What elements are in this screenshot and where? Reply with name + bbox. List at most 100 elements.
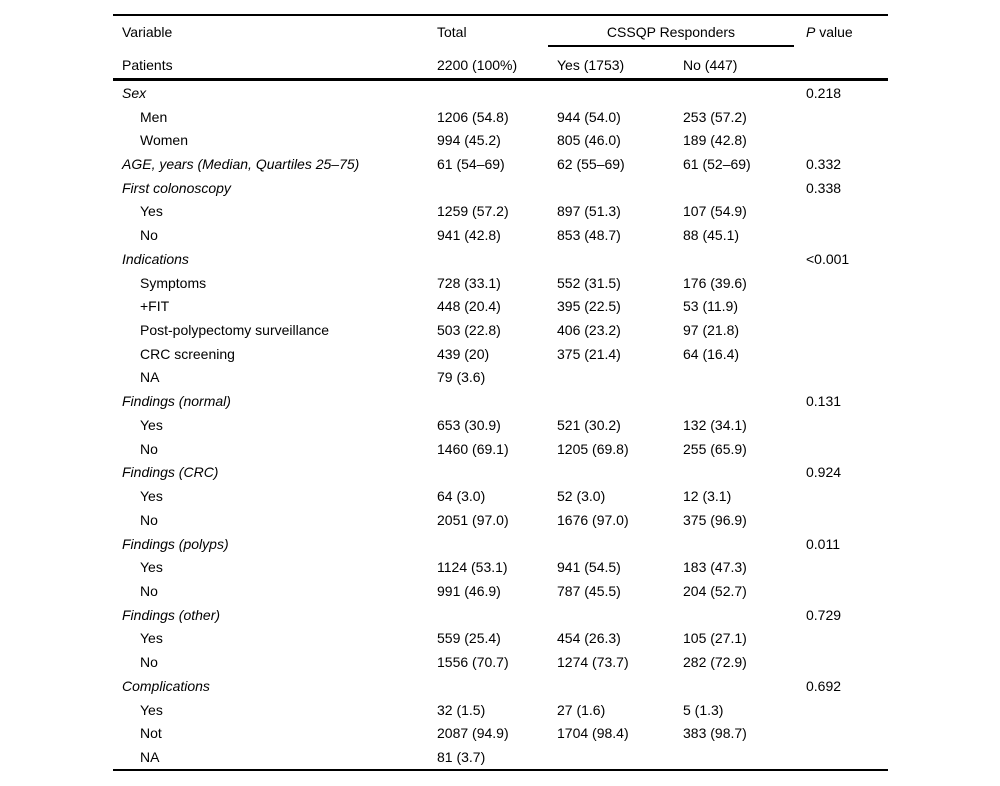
- row-label: Yes: [140, 701, 163, 718]
- cell-yes: 52 (3.0): [557, 488, 606, 505]
- row-label: Women: [140, 132, 188, 149]
- row-label: First colonoscopy: [122, 179, 231, 196]
- cell-yes: 552 (31.5): [557, 274, 621, 291]
- cell-yes: 1205 (69.8): [557, 440, 629, 457]
- cell-yes: 941 (54.5): [557, 559, 621, 576]
- patients-row-total: 2200 (100%): [437, 57, 518, 73]
- table-row: Yes 32 (1.5) 27 (1.6) 5 (1.3): [113, 698, 888, 722]
- table-row: Not 2087 (94.9) 1704 (98.4) 383 (98.7): [113, 721, 888, 745]
- cell-total: 1206 (54.8): [437, 108, 509, 125]
- cell-yes: 27 (1.6): [557, 701, 606, 718]
- row-label: Symptoms: [140, 274, 207, 291]
- subheader-no: No (447): [683, 57, 738, 73]
- row-label: NA: [140, 748, 160, 765]
- cell-yes: 1704 (98.4): [557, 725, 629, 742]
- cell-no: 64 (16.4): [683, 345, 740, 362]
- table-row: No 1556 (70.7) 1274 (73.7) 282 (72.9): [113, 650, 888, 674]
- cell-yes: 805 (46.0): [557, 132, 621, 149]
- cell-yes: 375 (21.4): [557, 345, 621, 362]
- table-row: No 991 (46.9) 787 (45.5) 204 (52.7): [113, 579, 888, 603]
- cell-no: 88 (45.1): [683, 227, 740, 244]
- table-row: NA 79 (3.6): [113, 366, 888, 390]
- row-label: Findings (CRC): [122, 464, 219, 481]
- cell-total: 1124 (53.1): [437, 559, 508, 576]
- cell-total: 439 (20): [437, 345, 490, 362]
- row-label: Post-polypectomy surveillance: [140, 322, 330, 339]
- row-label: Yes: [140, 630, 163, 647]
- cell-no: 183 (47.3): [683, 559, 747, 576]
- cell-total: 653 (30.9): [437, 416, 501, 433]
- row-label: +FIT: [140, 298, 170, 315]
- table-row: No 2051 (97.0) 1676 (97.0) 375 (96.9): [113, 508, 888, 532]
- table-row: No 1460 (69.1) 1205 (69.8) 255 (65.9): [113, 437, 888, 461]
- row-label: Findings (polyps): [122, 535, 229, 552]
- cell-no: 105 (27.1): [683, 630, 747, 647]
- table-row: Complications 0.692: [113, 674, 888, 698]
- row-label: Sex: [122, 84, 147, 101]
- cell-yes: 944 (54.0): [557, 108, 621, 125]
- cell-total: 79 (3.6): [437, 369, 486, 386]
- row-label: No: [140, 582, 158, 599]
- column-header-variable: Variable: [122, 24, 173, 40]
- cell-total: 81 (3.7): [437, 748, 486, 765]
- patient-characteristics-table: Variable Total CSSQP Responders P value …: [113, 0, 888, 786]
- row-label: No: [140, 227, 158, 244]
- column-header-pvalue: P value: [806, 20, 853, 44]
- cell-no: 61 (52–69): [683, 156, 751, 173]
- row-label: Findings (normal): [122, 393, 231, 410]
- pvalue-italic-p: P: [806, 24, 816, 40]
- table-row: Findings (polyps) 0.011: [113, 532, 888, 556]
- row-label: Yes: [140, 203, 163, 220]
- cell-no: 189 (42.8): [683, 132, 747, 149]
- table-body: Sex 0.218 Men 1206 (54.8) 944 (54.0) 253…: [113, 81, 888, 769]
- row-label: Yes: [140, 559, 163, 576]
- table-row: Symptoms 728 (33.1) 552 (31.5) 176 (39.6…: [113, 271, 888, 295]
- cell-yes: 406 (23.2): [557, 322, 621, 339]
- table-row: Findings (CRC) 0.924: [113, 461, 888, 485]
- row-label: Not: [140, 725, 162, 742]
- cell-yes: 521 (30.2): [557, 416, 621, 433]
- table-header-row: Variable Total CSSQP Responders P value: [113, 20, 888, 44]
- cell-total: 61 (54–69): [437, 156, 505, 173]
- cell-yes: 62 (55–69): [557, 156, 625, 173]
- table-row: NA 81 (3.7): [113, 745, 888, 769]
- cell-p: <0.001: [806, 250, 850, 267]
- patients-row-label: Patients: [122, 57, 173, 73]
- cell-yes: 897 (51.3): [557, 203, 621, 220]
- cell-no: 375 (96.9): [683, 511, 747, 528]
- table-row: No 941 (42.8) 853 (48.7) 88 (45.1): [113, 223, 888, 247]
- row-label: No: [140, 511, 158, 528]
- cell-no: 253 (57.2): [683, 108, 747, 125]
- cell-p: 0.131: [806, 393, 842, 410]
- cell-total: 2051 (97.0): [437, 511, 509, 528]
- row-label: Findings (other): [122, 606, 221, 623]
- cell-no: 132 (34.1): [683, 416, 747, 433]
- cell-no: 5 (1.3): [683, 701, 724, 718]
- cell-p: 0.692: [806, 677, 842, 694]
- row-label: AGE, years (Median, Quartiles 25–75): [122, 156, 360, 173]
- table-row: CRC screening 439 (20) 375 (21.4) 64 (16…: [113, 342, 888, 366]
- cell-p: 0.011: [806, 535, 840, 552]
- table-row: +FIT 448 (20.4) 395 (22.5) 53 (11.9): [113, 294, 888, 318]
- cell-yes: 1676 (97.0): [557, 511, 629, 528]
- table-row: Findings (other) 0.729: [113, 603, 888, 627]
- cell-total: 64 (3.0): [437, 488, 486, 505]
- column-header-total: Total: [437, 24, 467, 40]
- table-row: First colonoscopy 0.338: [113, 176, 888, 200]
- row-label: Indications: [122, 250, 189, 267]
- cell-no: 107 (54.9): [683, 203, 747, 220]
- row-label: No: [140, 440, 158, 457]
- cell-yes: 1274 (73.7): [557, 654, 629, 671]
- cell-yes: 787 (45.5): [557, 582, 621, 599]
- cell-no: 204 (52.7): [683, 582, 747, 599]
- row-label: Men: [140, 108, 168, 125]
- cell-p: 0.729: [806, 606, 842, 623]
- table-top-rule: [113, 14, 888, 16]
- cell-yes: 395 (22.5): [557, 298, 621, 315]
- cell-yes: 454 (26.3): [557, 630, 621, 647]
- table-row: Post-polypectomy surveillance 503 (22.8)…: [113, 318, 888, 342]
- subheader-yes: Yes (1753): [557, 57, 625, 73]
- row-label: No: [140, 654, 158, 671]
- cell-no: 53 (11.9): [683, 298, 738, 315]
- cell-total: 1556 (70.7): [437, 654, 509, 671]
